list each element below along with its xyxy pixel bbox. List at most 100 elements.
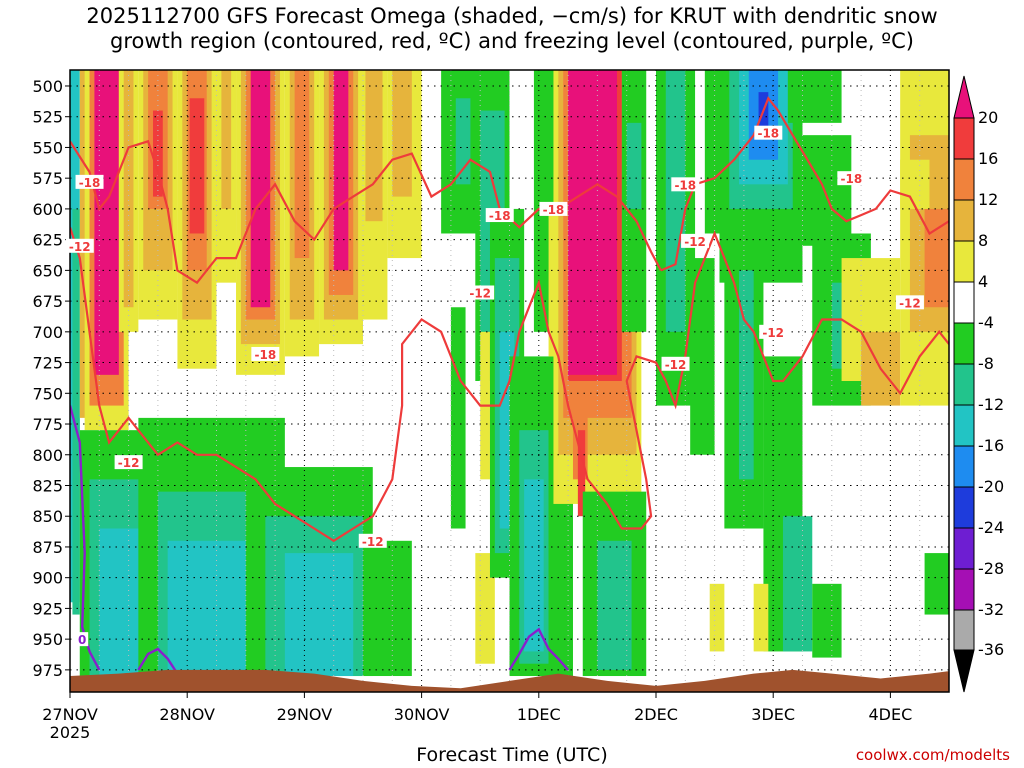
- contour-label: -18: [840, 172, 862, 186]
- terrain-fill: [70, 669, 949, 692]
- x-tick-label: 4DEC: [869, 705, 913, 724]
- contour-label: -12: [69, 240, 91, 254]
- contour-freezing-level: [137, 647, 179, 675]
- omega-cell: [548, 208, 559, 357]
- colorbar-label: -16: [978, 436, 1004, 455]
- omega-cell: [365, 70, 383, 222]
- x-tick-label: 3DEC: [751, 705, 795, 724]
- omega-cell: [333, 70, 349, 271]
- omega-cell: [568, 70, 617, 375]
- x-tick-label: 2DEC: [634, 705, 678, 724]
- x-tick-label: 1DEC: [517, 705, 561, 724]
- colorbar-band: [953, 568, 975, 611]
- contour-label: 0: [78, 633, 86, 647]
- omega-cell: [363, 540, 412, 677]
- colorbar-label: 12: [978, 190, 998, 209]
- omega-cell: [94, 70, 119, 375]
- x-tick-year: 2025: [50, 723, 91, 742]
- colorbar-band: [953, 445, 975, 488]
- x-tick-label: 28NOV: [159, 705, 215, 724]
- contour-label: -12: [118, 456, 140, 470]
- omega-cell: [782, 516, 813, 652]
- colorbar-band: [953, 322, 975, 365]
- y-tick-label: 600: [32, 200, 63, 219]
- contour-label: -12: [469, 286, 491, 300]
- colorbar-label: -12: [978, 395, 1004, 414]
- contour-label: -12: [362, 535, 384, 549]
- colorbar-band: [953, 486, 975, 529]
- omega-cell: [802, 135, 852, 246]
- colorbar-label: -24: [978, 518, 1004, 537]
- omega-cell: [626, 122, 642, 209]
- omega-cell: [189, 98, 205, 234]
- omega-cell: [294, 70, 310, 259]
- contour-label-bg: [65, 238, 94, 253]
- omega-cell: [72, 208, 80, 615]
- colorbar-label: -20: [978, 477, 1004, 496]
- omega-cell: [787, 70, 842, 123]
- colorbar-label: 4: [978, 272, 988, 291]
- y-tick-label: 725: [32, 354, 63, 373]
- contour-freezing-level: [70, 405, 101, 671]
- colorbar-band: [953, 281, 975, 324]
- y-tick-label: 850: [32, 507, 63, 526]
- contour-label: -12: [762, 326, 784, 340]
- colorbar-label: 8: [978, 231, 988, 250]
- contour-labels: -18 -18 -18 -18 -18 -18 -18 -12 -12 -12 -12 -12 -12 -…: [65, 125, 924, 647]
- y-tick-label: 575: [32, 169, 63, 188]
- colorbar-label: -28: [978, 559, 1004, 578]
- y-tick-label: 675: [32, 292, 63, 311]
- contour-label-bg: [75, 174, 104, 189]
- colorbar-band: [953, 240, 975, 283]
- omega-cell: [739, 270, 754, 480]
- contour-label: -12: [684, 235, 706, 249]
- contour-label-bg: [661, 356, 690, 371]
- y-tick-label: 650: [32, 261, 63, 280]
- y-tick-label: 875: [32, 538, 63, 557]
- y-tick-label: 550: [32, 138, 63, 157]
- colorbar-label: 16: [978, 149, 998, 168]
- contour-freezing-level: [508, 627, 569, 671]
- contour-label: -12: [665, 358, 687, 372]
- omega-cell: [250, 70, 271, 308]
- omega-cell: [392, 70, 412, 197]
- x-tick-label: 30NOV: [394, 705, 450, 724]
- y-tick-label: 825: [32, 476, 63, 495]
- y-tick-label: 800: [32, 446, 63, 465]
- time-axis: 27NOV 28NOV 29NOV 30NOV 1DEC 2DEC 3DEC 4DEC 2025: [42, 692, 912, 742]
- x-tick-label: 27NOV: [42, 705, 98, 724]
- contour-label-bg: [76, 632, 89, 647]
- omega-cell: [123, 70, 134, 308]
- omega-cell: [284, 553, 354, 677]
- contour-label-bg: [754, 125, 783, 140]
- colorbar-band: [953, 117, 975, 160]
- omega-cell: [812, 583, 842, 658]
- colorbar-label: -8: [978, 354, 994, 373]
- omega-cell: [455, 98, 471, 185]
- contour-label: -18: [79, 176, 101, 190]
- chart-title-line2: growth region (contoured, red, ºC) and f…: [110, 29, 914, 53]
- omega-cell: [221, 70, 232, 209]
- omega-cell: [758, 92, 769, 136]
- plot-frame: [69, 69, 950, 693]
- y-tick-label: 925: [32, 599, 63, 618]
- contour-label: -18: [489, 209, 511, 223]
- omega-cell: [924, 553, 949, 615]
- contour-minus12: [70, 226, 949, 543]
- omega-cell: [450, 307, 466, 529]
- contour-label: -18: [254, 348, 276, 362]
- omega-cell: [577, 430, 586, 517]
- contour-label: -18: [674, 178, 696, 192]
- contour-label-bg: [895, 295, 924, 310]
- colorbar: 20 16 12 8 4 -4 -8 -12 -16 -20 -24 -28 -32 -36: [953, 75, 1004, 693]
- omega-cell: [753, 583, 769, 652]
- contour-label-bg: [114, 455, 143, 470]
- contour-label-bg: [251, 346, 280, 361]
- omega-cell: [524, 479, 544, 652]
- y-tick-label: 625: [32, 231, 63, 250]
- chart-title-line1: 2025112700 GFS Forecast Omega (shaded, −…: [86, 4, 938, 28]
- contour-label-bg: [681, 233, 710, 248]
- contour-label-bg: [671, 177, 700, 192]
- source-credit: coolwx.com/modelts: [855, 746, 1010, 764]
